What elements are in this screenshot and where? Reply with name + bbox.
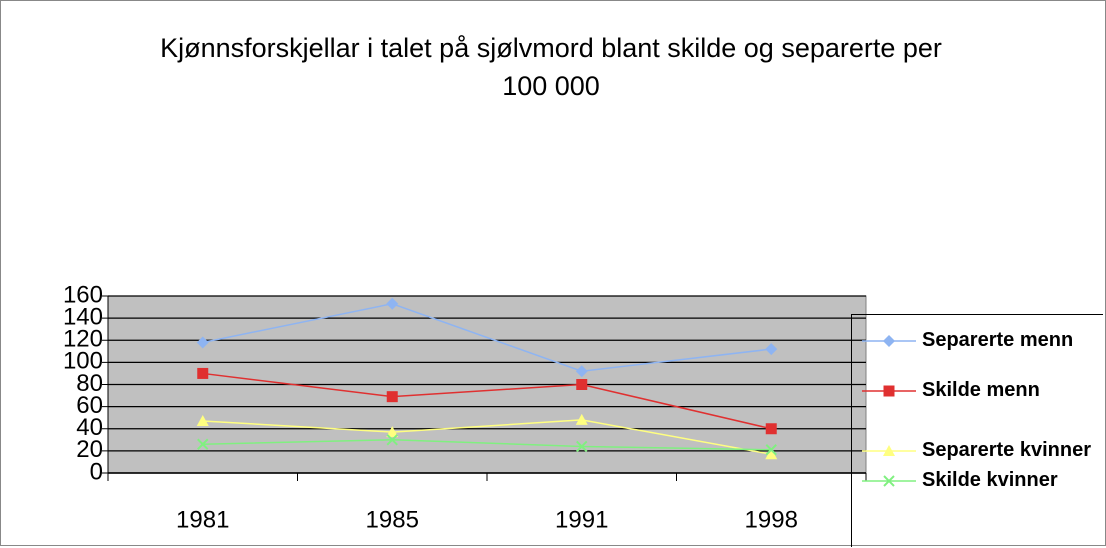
y-tick-label: 60	[76, 392, 103, 419]
y-tick-label: 80	[76, 370, 103, 397]
data-point	[765, 423, 777, 435]
data-point	[765, 343, 778, 356]
y-tick-label: 100	[63, 348, 103, 375]
data-point	[197, 367, 209, 379]
data-point	[196, 336, 209, 349]
series-line	[202, 302, 772, 372]
x-tick-label: 1981	[176, 506, 229, 533]
legend-label: Skilde menn	[922, 379, 1040, 401]
legend-label: Separerte menn	[922, 329, 1074, 351]
data-point	[197, 438, 209, 450]
x-tick-label: 1991	[555, 506, 608, 533]
data-point	[765, 444, 777, 456]
data-point	[575, 365, 588, 378]
legend-keys	[862, 335, 916, 487]
legend-label: Skilde kvinner	[922, 469, 1058, 491]
legend-marker	[883, 385, 895, 397]
y-tick-label: 140	[63, 303, 103, 330]
x-tick-label: 1998	[745, 506, 798, 533]
data-point	[386, 426, 399, 438]
legend-marker	[883, 335, 895, 347]
series-line	[202, 439, 772, 451]
data-point	[196, 415, 209, 427]
series-line	[202, 372, 772, 430]
y-tick-label: 120	[63, 326, 103, 353]
y-tick-label: 160	[63, 281, 103, 308]
y-tick-label: 20	[76, 436, 103, 463]
y-tick-label: 40	[76, 414, 103, 441]
y-tick-label: 0	[90, 458, 103, 485]
legend: Separerte menn Skilde menn Separerte kvinn…	[851, 314, 1103, 547]
data-point	[386, 297, 399, 310]
data-point	[386, 391, 398, 403]
data-point	[765, 448, 778, 460]
legend-marker	[883, 475, 895, 487]
series-line	[202, 419, 772, 455]
x-tick-label: 1985	[366, 506, 419, 533]
data-point	[576, 379, 588, 390]
legend-marker	[883, 445, 895, 456]
data-point	[386, 434, 398, 446]
chart-title: Kjønnsforskjellar i talet på sjølvmord b…	[160, 33, 942, 101]
data-point	[576, 440, 588, 453]
legend-label: Separerte kvinner	[922, 439, 1091, 461]
data-point	[575, 413, 588, 425]
